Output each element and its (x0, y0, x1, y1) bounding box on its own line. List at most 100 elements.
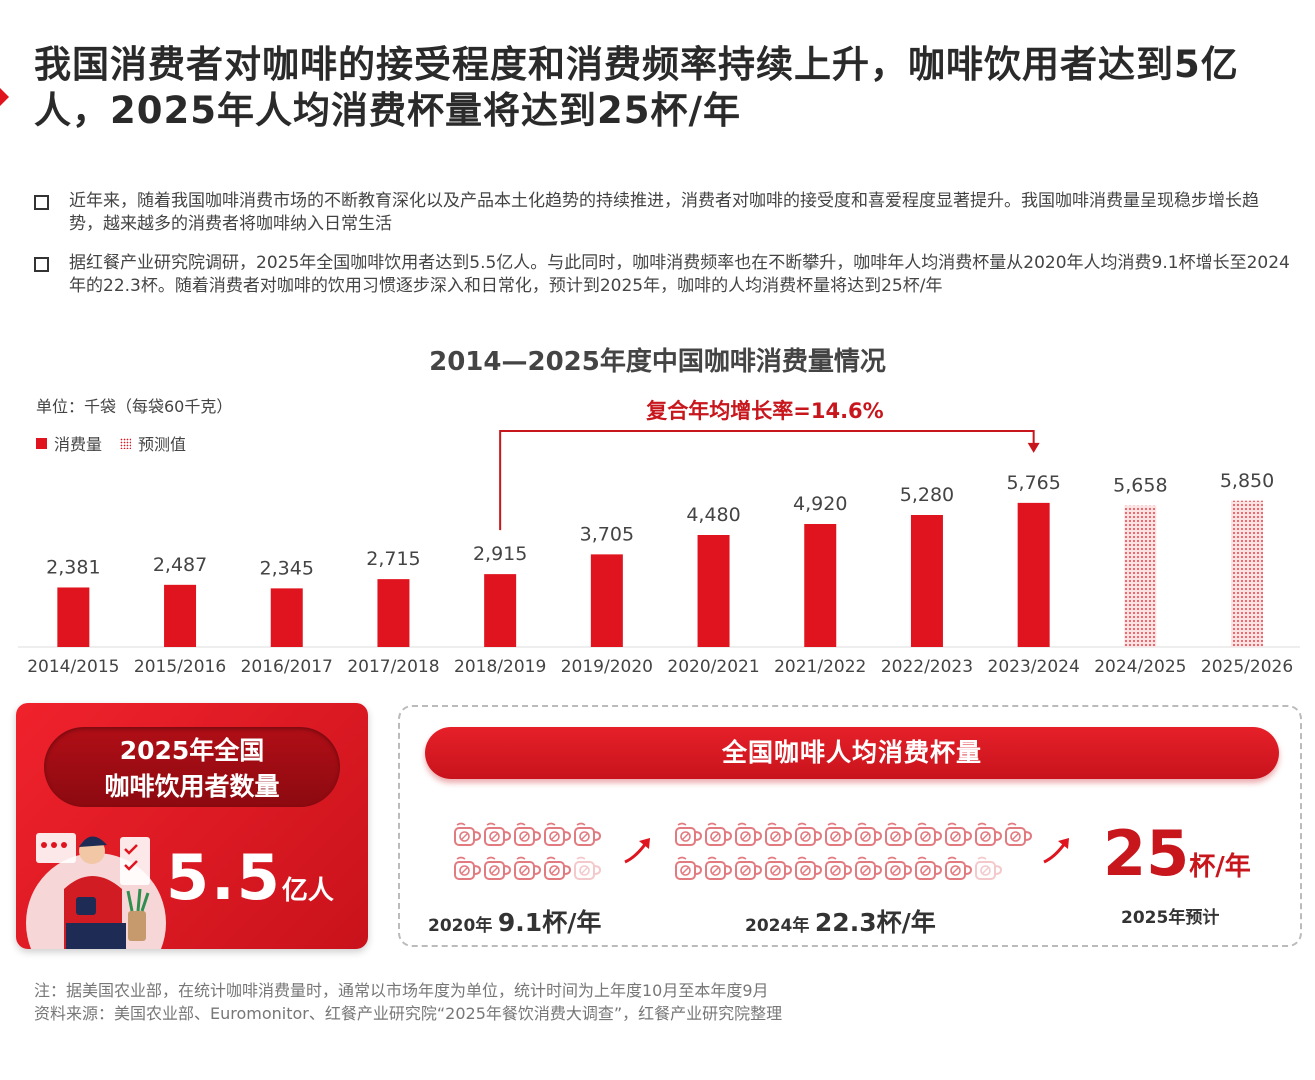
users-card-title-line2: 咖啡饮用者数量 (104, 772, 280, 801)
coffee-cup-icon (514, 822, 542, 846)
x-tick-label: 2017/2018 (347, 657, 439, 677)
bar-value-label: 2,381 (46, 556, 100, 578)
x-tick-label: 2016/2017 (241, 657, 333, 677)
bullet-box-icon (34, 195, 49, 210)
bar (484, 574, 517, 647)
coffee-cup-icon (514, 856, 542, 880)
bar-value-label: 2,915 (473, 543, 527, 565)
legend-label-actual: 消费量 (54, 435, 103, 454)
coffee-cup-icon (855, 856, 883, 880)
coffee-cup-icon (945, 822, 973, 846)
cups-2025-note: 2025年预计 (1121, 908, 1220, 928)
cups-2025-unit: 杯/年 (1189, 852, 1251, 882)
bullet-text: 近年来，随着我国咖啡消费市场的不断教育深化以及产品本土化趋势的持续推进，消费者对… (69, 191, 1259, 234)
coffee-cup-icon (454, 822, 482, 846)
bar-forecast (1231, 500, 1264, 647)
users-value-number: 5.5 (166, 841, 282, 914)
coffee-cup-icon (855, 822, 883, 846)
coffee-cup-icon (765, 822, 793, 846)
x-tick-label: 2014/2015 (27, 657, 119, 677)
bar (1017, 502, 1050, 647)
bar (270, 588, 303, 647)
coffee-cup-icon (885, 856, 913, 880)
bar-value-label: 3,705 (580, 523, 634, 545)
bar (697, 535, 730, 647)
coffee-cup-icon (945, 856, 973, 880)
x-tick-label: 2015/2016 (134, 657, 226, 677)
x-tick-label: 2023/2024 (988, 657, 1080, 677)
x-tick-label: 2025/2026 (1201, 657, 1293, 677)
bar (164, 584, 197, 647)
coffee-cup-icon (574, 822, 602, 846)
bullet-item: 据红餐产业研究院调研，2025年全国咖啡饮用者达到5.5亿人。与此同时，咖啡消费… (34, 252, 1290, 298)
coffee-cup-icon (705, 856, 733, 880)
chart-title: 2014—2025年度中国咖啡消费量情况 (429, 347, 886, 377)
cups-2020-year: 2020年 (428, 916, 493, 936)
cagr-bracket (499, 430, 1035, 531)
bar-value-label: 5,658 (1113, 475, 1167, 497)
bar (377, 579, 410, 647)
bar-value-label: 5,765 (1006, 472, 1060, 494)
cups-panel-title: 全国咖啡人均消费杯量 (425, 727, 1279, 779)
x-tick-label: 2022/2023 (881, 657, 973, 677)
footnote-source: 资料来源：美国农业部、Euromonitor、红餐产业研究院“2025年餐饮消费… (34, 1004, 783, 1023)
bar-value-label: 4,480 (686, 504, 740, 526)
chart-legend: 消费量 预测值 (36, 431, 186, 455)
cagr-annotation-label: 复合年均增长率=14.6% (646, 399, 884, 423)
coffee-cup-icon (574, 856, 602, 880)
coffee-cup-icon (795, 822, 823, 846)
legend-solid-swatch (36, 437, 47, 449)
bar-value-label: 2,715 (366, 548, 420, 570)
x-tick-label: 2021/2022 (774, 657, 866, 677)
users-card-title-line1: 2025年全国 (119, 736, 265, 765)
chart-unit-label: 单位：千袋（每袋60千克） (36, 397, 233, 416)
cups-2024-caption: 2024年 22.3杯/年 (745, 903, 936, 939)
cups-2025-value: 25杯/年 (1103, 817, 1251, 890)
cups-2024-value: 22.3杯/年 (814, 908, 936, 937)
users-card-title: 2025年全国 咖啡饮用者数量 (44, 727, 340, 807)
accent-mark (0, 88, 9, 106)
x-tick-label: 2018/2019 (454, 657, 546, 677)
coffee-cup-icon (915, 822, 943, 846)
coffee-cup-icon (825, 822, 853, 846)
bullet-text: 据红餐产业研究院调研，2025年全国咖啡饮用者达到5.5亿人。与此同时，咖啡消费… (69, 253, 1290, 296)
bar (590, 554, 623, 647)
coffee-cup-icon (885, 822, 913, 846)
bar (910, 515, 943, 647)
coffee-cup-icon (915, 856, 943, 880)
footnote-note: 注：据美国农业部，在统计咖啡消费量时，通常以市场年度为单位，统计时间为上年度10… (34, 981, 769, 1000)
coffee-cup-icon (735, 822, 763, 846)
bullet-box-icon (34, 257, 49, 272)
cagr-arrowhead (1027, 442, 1040, 453)
bar (57, 587, 90, 647)
x-tick-label: 2019/2020 (561, 657, 653, 677)
coffee-cup-icon (795, 856, 823, 880)
users-card: 2025年全国 咖啡饮用者数量 5.5亿人 (16, 703, 368, 949)
users-value: 5.5亿人 (166, 841, 334, 914)
legend-label-forecast: 预测值 (138, 435, 187, 454)
cups-2020-value: 9.1杯/年 (497, 908, 602, 937)
footnotes: 注：据美国农业部，在统计咖啡消费量时，通常以市场年度为单位，统计时间为上年度10… (34, 979, 782, 1025)
coffee-cup-icon (675, 856, 703, 880)
coffee-cup-icon (484, 856, 512, 880)
cups-2020-caption: 2020年 9.1杯/年 (428, 903, 601, 939)
cups-2025-number: 25 (1103, 817, 1190, 890)
cups-group-2024 (673, 819, 1033, 887)
coffee-cup-icon (825, 856, 853, 880)
coffee-cup-icon (675, 822, 703, 846)
bar-value-label: 5,280 (900, 484, 954, 506)
coffee-cup-icon (544, 856, 572, 880)
bar-chart: 2,381 2014/2015 2,487 2015/2016 2,345 2016/20… (18, 430, 1300, 677)
bar-forecast (1124, 505, 1157, 647)
coffee-cup-icon (735, 856, 763, 880)
coffee-cup-icon (975, 822, 1003, 846)
bullet-item: 近年来，随着我国咖啡消费市场的不断教育深化以及产品本土化趋势的持续推进，消费者对… (34, 190, 1290, 236)
bar (804, 524, 837, 647)
bar-value-label: 4,920 (793, 493, 847, 515)
coffee-cup-icon (1005, 822, 1033, 846)
bar-value-label: 2,487 (153, 554, 207, 576)
growth-arrow-icon (624, 838, 650, 864)
cups-2024-year: 2024年 (745, 916, 810, 936)
coffee-cup-icon (454, 856, 482, 880)
cups-group-2020 (452, 819, 602, 887)
